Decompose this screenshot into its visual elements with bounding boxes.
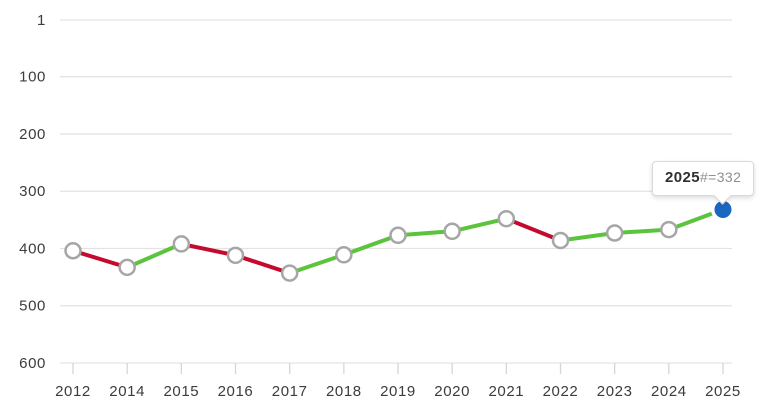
y-axis-tick-label: 500: [19, 298, 46, 315]
line-segment: [450, 216, 509, 234]
line-segment: [396, 229, 455, 238]
x-axis-tick-label: 2022: [543, 383, 579, 400]
data-point[interactable]: [335, 246, 353, 264]
x-axis-tick-label: 2019: [380, 383, 416, 400]
data-point[interactable]: [443, 222, 461, 241]
tooltip: 2025#=332: [652, 161, 755, 205]
line-segment: [233, 253, 292, 276]
data-point[interactable]: [660, 220, 678, 239]
y-axis-tick-label: 300: [19, 183, 46, 200]
data-point[interactable]: [280, 264, 299, 282]
line-segment: [287, 252, 346, 276]
x-axis-tick-label: 2014: [109, 383, 145, 400]
x-axis-tick-label: 2017: [272, 383, 308, 400]
data-point[interactable]: [226, 246, 245, 265]
x-axis-tick-label: 2025: [705, 383, 741, 400]
data-point[interactable]: [605, 224, 624, 242]
y-axis-tick-label: 100: [19, 69, 46, 86]
line-segment: [558, 231, 617, 243]
x-axis-tick-label: 2020: [434, 383, 470, 400]
y-axis-tick-label: 200: [19, 126, 46, 143]
line-segment: [341, 233, 400, 257]
y-axis-tick-label: 1: [37, 12, 46, 29]
y-axis-tick-label: 400: [19, 240, 46, 257]
tooltip-value: #=332: [699, 169, 742, 185]
data-point[interactable]: [551, 231, 570, 250]
tooltip-year: 2025: [665, 169, 700, 186]
line-segment: [125, 241, 184, 270]
x-axis-tick-label: 2015: [163, 383, 199, 400]
x-axis-tick-label: 2016: [218, 383, 254, 400]
line-segment: [504, 216, 563, 243]
highlight-data-point[interactable]: [714, 201, 732, 219]
line-segment: [612, 227, 671, 236]
x-axis-tick-label: 2023: [597, 383, 633, 400]
data-point[interactable]: [118, 258, 136, 277]
x-axis-tick-label: 2018: [326, 383, 362, 400]
x-axis-tick-label: 2024: [651, 383, 687, 400]
line-segment: [179, 241, 238, 258]
data-point[interactable]: [172, 235, 191, 253]
data-point[interactable]: [389, 226, 407, 245]
x-axis-tick-label: 2012: [55, 383, 91, 400]
line-segment: [71, 248, 130, 270]
x-axis-tick-label: 2021: [488, 383, 524, 400]
data-point[interactable]: [64, 242, 82, 260]
y-axis-tick-label: 600: [19, 355, 46, 372]
data-point[interactable]: [497, 209, 516, 228]
